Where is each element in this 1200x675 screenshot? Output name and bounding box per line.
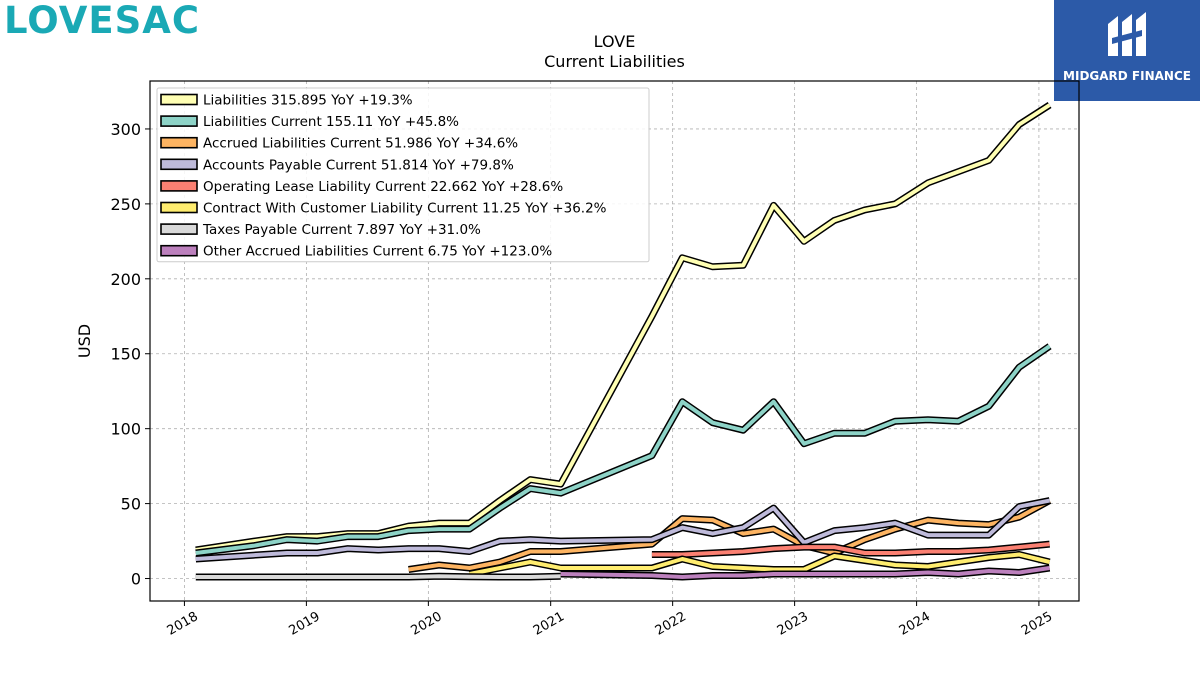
y-tick-label: 150 (110, 345, 141, 364)
legend-swatch (160, 158, 198, 171)
x-tick-label: 2018 (165, 609, 201, 639)
x-tick-label: 2021 (531, 609, 567, 639)
brand-logo: LOVESAC (4, 0, 201, 42)
y-tick-label: 50 (121, 495, 141, 514)
chart-title: LOVE (594, 32, 636, 51)
legend-swatch (160, 115, 198, 127)
partner-badge: MIDGARD FINANCE (1054, 0, 1200, 101)
legend-label: Operating Lease Liability Current 22.662… (203, 179, 563, 195)
legend-swatch (160, 244, 198, 257)
series-line-4 (651, 542, 1050, 557)
legend-swatch (160, 180, 198, 192)
legend-label: Accrued Liabilities Current 51.986 YoY +… (203, 136, 518, 152)
legend-label: Other Accrued Liabilities Current 6.75 Y… (203, 244, 552, 260)
legend-swatch (160, 93, 198, 106)
legend-swatch (160, 223, 198, 235)
x-tick-label: 2025 (1019, 609, 1055, 639)
legend-label: Taxes Payable Current 7.897 YoY +31.0% (202, 222, 481, 238)
legend-label: Liabilities 315.895 YoY +19.3% (203, 93, 413, 109)
series-line-6 (195, 574, 561, 579)
x-tick-label: 2024 (897, 609, 933, 639)
legend-box (156, 87, 650, 263)
legend-label: Liabilities Current 155.11 YoY +45.8% (203, 114, 459, 130)
series-line-5 (469, 552, 1051, 576)
legend: Liabilities 315.895 YoY +19.3% Liabilitie… (156, 87, 650, 263)
series-line-7 (560, 566, 1050, 579)
y-tick-label: 0 (131, 570, 141, 589)
series-layer (195, 102, 1052, 581)
chart-subtitle: Current Liabilities (544, 52, 685, 71)
y-tick-label: 100 (110, 420, 141, 439)
partner-logo-icon (1108, 12, 1146, 56)
y-tick-label: 250 (110, 195, 141, 214)
grid-layer (150, 81, 1079, 601)
x-tick-label: 2022 (653, 609, 689, 639)
legend-label: Contract With Customer Liability Current… (203, 201, 607, 217)
series-line-1 (195, 344, 1051, 555)
x-tick-label: 2019 (287, 609, 323, 639)
x-tick-label: 2023 (775, 609, 811, 639)
x-tick-label: 2020 (409, 609, 445, 639)
legend-swatch (160, 201, 198, 214)
legend-label: Accounts Payable Current 51.814 YoY +79.… (203, 157, 514, 173)
series-line-3 (195, 498, 1050, 561)
legend-swatch (160, 136, 198, 149)
y-tick-label: 200 (110, 270, 141, 289)
series-line-2 (408, 498, 1051, 572)
y-axis-label: USD (75, 324, 94, 358)
partner-name: MIDGARD FINANCE (1063, 69, 1191, 83)
plot-frame (149, 80, 1080, 602)
y-tick-label: 300 (110, 120, 141, 139)
